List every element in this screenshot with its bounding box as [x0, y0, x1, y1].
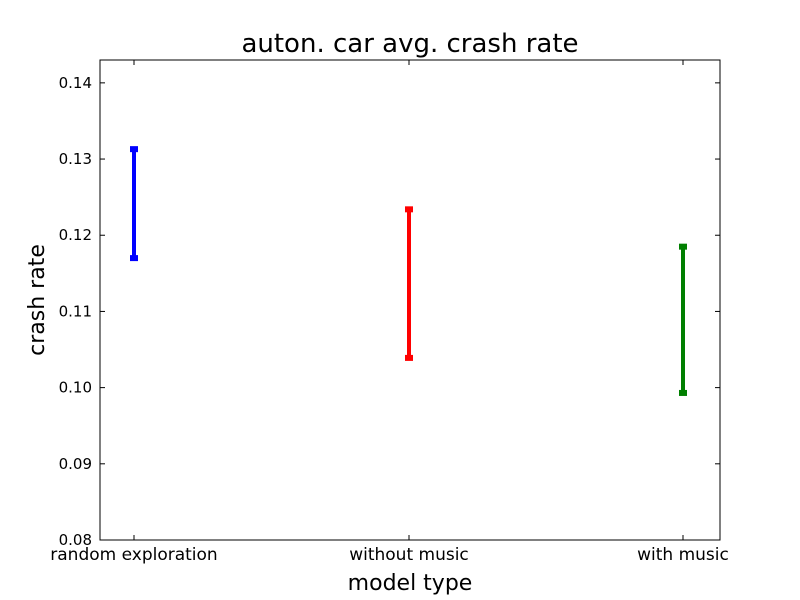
error-bar-cap-top: [405, 206, 413, 213]
y-tick-label: 0.08: [59, 531, 92, 549]
error-bar-cap-bottom: [130, 255, 138, 262]
plot-frame: [99, 59, 721, 541]
y-tick-label: 0.14: [59, 74, 92, 92]
error-bar-cap-top: [679, 243, 687, 250]
y-tick-label: 0.13: [59, 150, 92, 168]
y-tick-label: 0.11: [59, 302, 92, 320]
y-tick-label: 0.09: [59, 455, 92, 473]
x-tick-label: without music: [349, 545, 469, 565]
plot-layer: 0.08 0.09 0.10 0.11 0.12 0.13 0.14 random explo…: [50, 59, 729, 565]
error-bar-cap-top: [130, 146, 138, 153]
chart-title: auton. car avg. crash rate: [241, 29, 578, 59]
x-tick-label: random exploration: [50, 545, 217, 565]
y-axis-label: crash rate: [25, 244, 50, 356]
error-bar-cap-bottom: [679, 389, 687, 396]
y-tick-label: 0.10: [59, 379, 92, 397]
x-tick-label: with music: [637, 545, 729, 565]
y-tick-label: 0.12: [59, 226, 92, 244]
error-bar-cap-bottom: [405, 354, 413, 361]
x-axis-label: model type: [348, 571, 473, 596]
